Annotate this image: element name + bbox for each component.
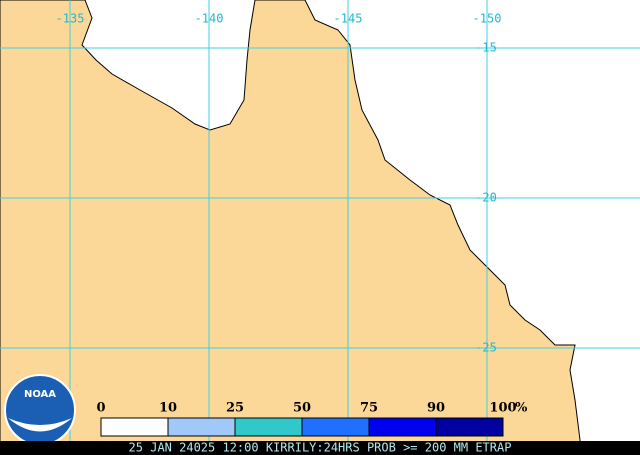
legend-swatch xyxy=(234,417,303,437)
latitude-label: -15 xyxy=(475,41,497,55)
latitude-label: -20 xyxy=(475,191,497,205)
legend-tick-label: 0 xyxy=(96,401,105,416)
noaa-logo: NOAA xyxy=(4,374,76,446)
latitude-label: -25 xyxy=(475,341,497,355)
legend-tick-label: 75 xyxy=(360,401,378,416)
legend-swatch xyxy=(368,417,437,437)
legend-swatch xyxy=(301,417,370,437)
logo-wave xyxy=(8,418,72,432)
logo-circle xyxy=(4,374,76,446)
land xyxy=(0,0,581,455)
legend-tick-label: 50 xyxy=(293,401,311,416)
legend-swatch xyxy=(435,417,504,437)
longitude-label: -135 xyxy=(56,12,85,26)
legend-swatch xyxy=(167,417,236,437)
legend-tick-label: 90 xyxy=(427,401,445,416)
legend-tick-label: 10 xyxy=(159,401,177,416)
longitude-label: -140 xyxy=(195,12,224,26)
legend-unit: % xyxy=(515,401,528,416)
logo-text: NOAA xyxy=(24,389,56,400)
legend-tick-label: 25 xyxy=(226,401,244,416)
legend-tick-label: 100 xyxy=(489,401,516,416)
longitude-label: -145 xyxy=(334,12,363,26)
longitude-label: -150 xyxy=(473,12,502,26)
legend-swatch xyxy=(100,417,169,437)
footer-bar xyxy=(0,441,640,455)
footer-text: 25 JAN 24025 12:00 KIRRILY:24HRS PROB >=… xyxy=(129,441,512,455)
